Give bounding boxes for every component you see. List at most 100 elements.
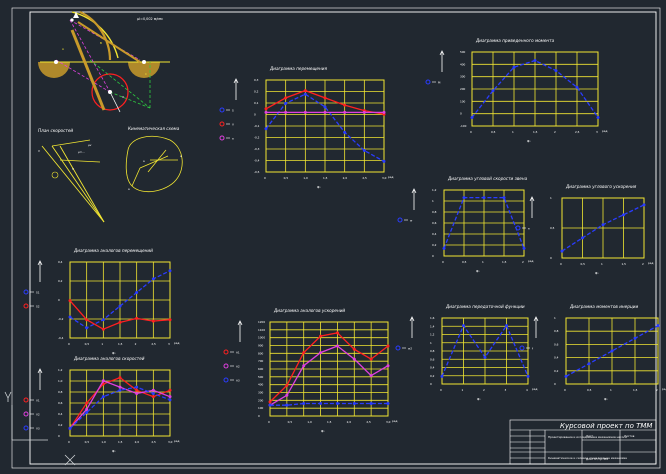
- series-line-A1: [269, 332, 389, 403]
- y-tick-label: 0,4: [58, 260, 63, 264]
- legend-marker: [515, 225, 521, 231]
- data-point: [462, 324, 465, 328]
- data-point: [323, 110, 327, 114]
- svg-text:a: a: [180, 154, 182, 158]
- data-point: [264, 107, 268, 111]
- data-point: [101, 327, 105, 331]
- legend-label: S2: [36, 305, 40, 309]
- data-point: [285, 393, 289, 397]
- data-point: [68, 426, 72, 430]
- legend-marker: [397, 217, 403, 223]
- data-point: [85, 401, 89, 405]
- ucs-icon: [4, 391, 76, 466]
- data-point: [462, 196, 466, 200]
- y-tick-label: 0,2: [58, 423, 63, 427]
- x-axis-unit: рад: [532, 387, 537, 391]
- y-tick-label: 0,6: [430, 357, 435, 361]
- data-point: [386, 402, 390, 406]
- data-point: [352, 357, 356, 361]
- x-tick-label: 3,0: [386, 420, 391, 424]
- y-tick-label: 1,6: [430, 316, 435, 320]
- data-point: [268, 400, 272, 404]
- legend-label: A3: [236, 379, 240, 383]
- legend-label: V2: [36, 413, 40, 417]
- x-tick-label: 2,5: [151, 440, 156, 444]
- y-tick-label: 400: [460, 62, 466, 66]
- x-tick-label: 0: [470, 130, 472, 134]
- data-point: [323, 96, 327, 100]
- data-point: [633, 336, 637, 340]
- data-point: [533, 59, 537, 63]
- legend-marker: [425, 79, 431, 85]
- data-point: [168, 269, 172, 273]
- legend-label: M: [438, 81, 441, 85]
- data-point: [470, 115, 474, 119]
- data-point: [135, 388, 139, 392]
- data-point: [369, 374, 373, 378]
- y-tick-label: 900: [258, 344, 264, 348]
- x-tick-label: 2: [656, 388, 658, 392]
- y-tick-label: 0,4: [554, 356, 559, 360]
- inner-frame: [29, 11, 657, 465]
- chart-mid-right-b: Диаграмма углового ускорения 1 0,5 0 0 0,5 1 1,…: [515, 184, 653, 275]
- y-tick-label: 1: [550, 196, 552, 200]
- x-tick-label: 1,5: [118, 342, 123, 346]
- stamp-row-left: Проектирование и исследование механизмов…: [548, 435, 627, 439]
- chart-title: Диаграмма аналогов скоростей: [73, 356, 145, 361]
- chart-title: Диаграмма углового ускорения: [565, 184, 637, 189]
- data-point: [168, 318, 172, 322]
- x-tick-label: 0: [268, 420, 270, 424]
- chart-title: Диаграмма передаточной функции: [445, 304, 525, 309]
- data-point: [442, 246, 446, 250]
- y-tick-label: 0: [550, 256, 552, 260]
- x-tick-label: 1,5: [502, 260, 507, 264]
- stamp-sheet-label: Лист: [586, 434, 593, 438]
- data-point: [352, 347, 356, 351]
- axis-arrow-head: [533, 316, 539, 322]
- y-tick-label: -0,1: [254, 124, 260, 128]
- x-tick-label: 1,0: [101, 440, 106, 444]
- y-tick-label: 100: [460, 99, 466, 103]
- speed-plan: План скоростей V V μ=... μv: [38, 128, 105, 223]
- x-tick-label: 3: [505, 388, 507, 392]
- data-point: [264, 127, 268, 131]
- x-axis-label: φ₁: [317, 185, 321, 189]
- x-axis-label: φ₁: [321, 429, 325, 433]
- data-point: [601, 223, 605, 227]
- y-tick-label: 1: [432, 199, 434, 203]
- x-axis-unit: рад: [388, 175, 393, 179]
- data-point: [168, 388, 172, 392]
- data-point: [482, 196, 486, 200]
- data-point: [526, 374, 530, 378]
- x-axis-label: φ₁: [112, 351, 116, 355]
- speed-note: μv: [88, 143, 92, 147]
- y-tick-label: 0: [430, 382, 432, 386]
- axis-arrow-head: [439, 50, 445, 56]
- data-point: [85, 407, 89, 411]
- x-axis-unit: рад: [602, 129, 607, 133]
- x-tick-label: 2,0: [135, 440, 140, 444]
- accel-plan: Кинематическая схема a a a: [125, 126, 183, 193]
- x-axis-label: φ₁: [527, 139, 531, 143]
- y-tick-label: 0,1: [254, 101, 259, 105]
- legend-label: S: [232, 109, 234, 113]
- data-point: [151, 391, 155, 395]
- y-tick-label: 0: [258, 414, 260, 418]
- x-tick-label: 2: [554, 130, 556, 134]
- data-point: [386, 364, 390, 368]
- x-tick-label: 0: [560, 262, 562, 266]
- data-point: [151, 277, 155, 281]
- y-tick-label: 500: [258, 375, 264, 379]
- y-tick-label: 0: [58, 298, 60, 302]
- x-tick-label: 0,5: [491, 130, 496, 134]
- data-point: [642, 203, 646, 207]
- chart-title: Диаграмма моментов инерции: [569, 304, 638, 309]
- y-tick-label: 700: [258, 359, 264, 363]
- y-tick-label: 0: [460, 112, 462, 116]
- data-point: [560, 249, 564, 253]
- legend-label: w2: [408, 347, 412, 351]
- data-point: [101, 379, 105, 383]
- accel-plan-title: Кинематическая схема: [128, 126, 180, 131]
- data-point: [319, 402, 323, 406]
- legend-label: V3: [36, 427, 40, 431]
